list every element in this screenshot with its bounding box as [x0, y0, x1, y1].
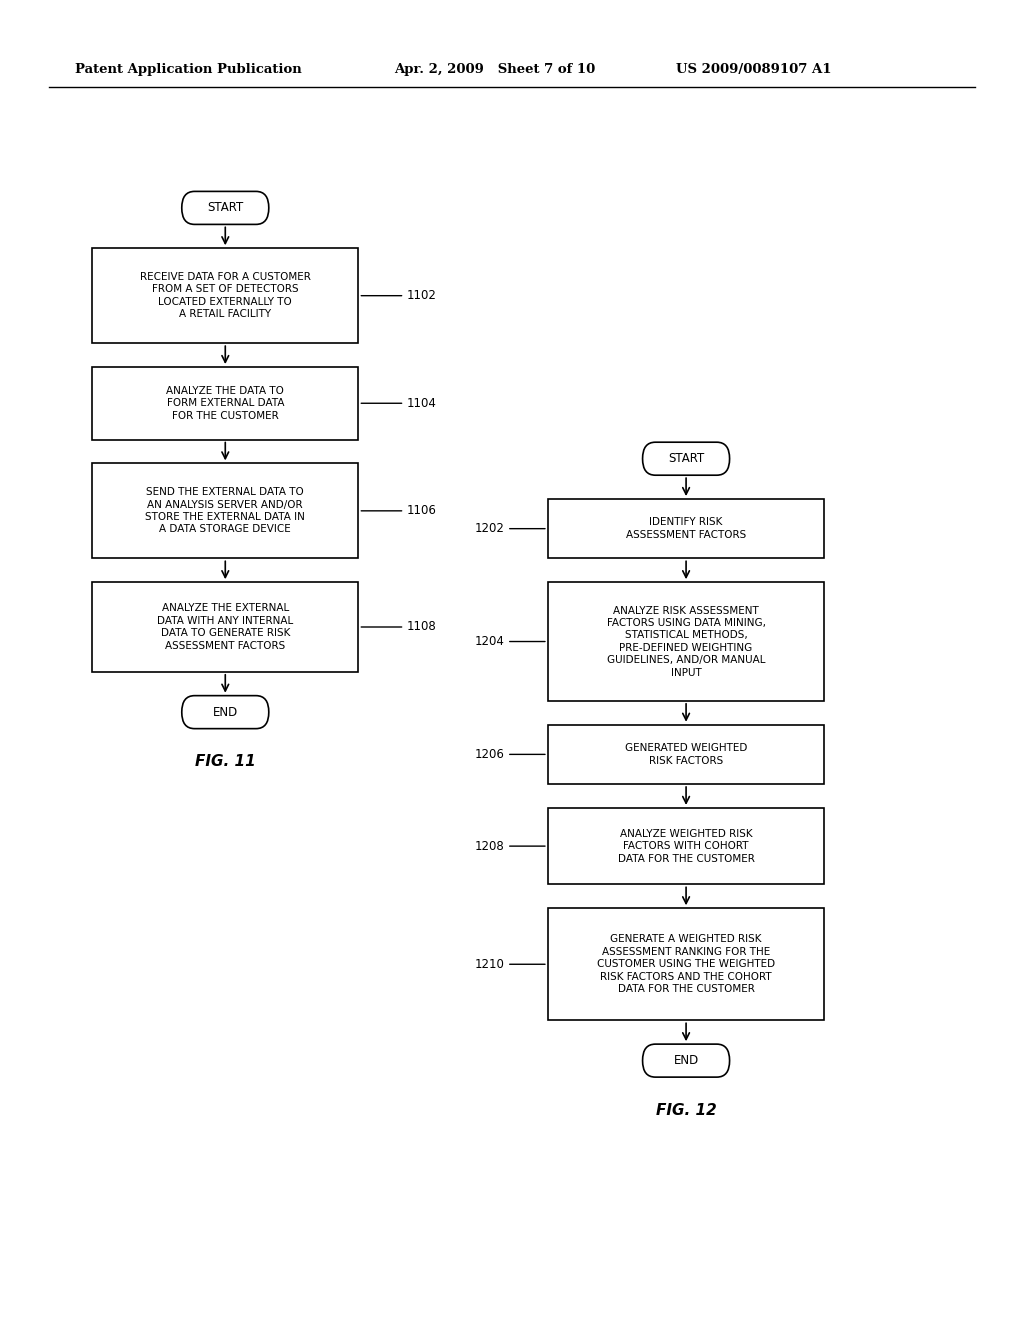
FancyBboxPatch shape	[643, 442, 729, 475]
Text: 1106: 1106	[407, 504, 436, 517]
Text: 1206: 1206	[475, 748, 505, 760]
Text: IDENTIFY RISK
ASSESSMENT FACTORS: IDENTIFY RISK ASSESSMENT FACTORS	[626, 517, 746, 540]
Text: 1108: 1108	[407, 620, 436, 634]
Text: END: END	[674, 1055, 698, 1067]
Text: GENERATED WEIGHTED
RISK FACTORS: GENERATED WEIGHTED RISK FACTORS	[625, 743, 748, 766]
Text: END: END	[213, 706, 238, 718]
Text: ANALYZE RISK ASSESSMENT
FACTORS USING DATA MINING,
STATISTICAL METHODS,
PRE-DEFI: ANALYZE RISK ASSESSMENT FACTORS USING DA…	[606, 606, 766, 677]
Text: FIG. 11: FIG. 11	[195, 754, 256, 770]
Bar	[92, 582, 358, 672]
Text: ANALYZE THE EXTERNAL
DATA WITH ANY INTERNAL
DATA TO GENERATE RISK
ASSESSMENT FAC: ANALYZE THE EXTERNAL DATA WITH ANY INTER…	[157, 603, 294, 651]
Bar	[548, 908, 824, 1020]
Text: ANALYZE THE DATA TO
FORM EXTERNAL DATA
FOR THE CUSTOMER: ANALYZE THE DATA TO FORM EXTERNAL DATA F…	[166, 385, 285, 421]
Text: FIG. 12: FIG. 12	[655, 1102, 717, 1118]
Text: 1210: 1210	[475, 958, 505, 970]
Bar	[548, 582, 824, 701]
FancyBboxPatch shape	[643, 1044, 729, 1077]
Text: RECEIVE DATA FOR A CUSTOMER
FROM A SET OF DETECTORS
LOCATED EXTERNALLY TO
A RETA: RECEIVE DATA FOR A CUSTOMER FROM A SET O…	[140, 272, 310, 319]
Bar	[92, 248, 358, 343]
Bar	[548, 499, 824, 558]
Text: GENERATE A WEIGHTED RISK
ASSESSMENT RANKING FOR THE
CUSTOMER USING THE WEIGHTED
: GENERATE A WEIGHTED RISK ASSESSMENT RANK…	[597, 935, 775, 994]
Bar	[548, 808, 824, 884]
Text: ANALYZE WEIGHTED RISK
FACTORS WITH COHORT
DATA FOR THE CUSTOMER: ANALYZE WEIGHTED RISK FACTORS WITH COHOR…	[617, 829, 755, 863]
FancyBboxPatch shape	[182, 191, 268, 224]
Text: US 2009/0089107 A1: US 2009/0089107 A1	[676, 63, 831, 77]
Text: 1204: 1204	[475, 635, 505, 648]
Bar	[548, 725, 824, 784]
Bar	[92, 367, 358, 440]
Text: START: START	[207, 202, 244, 214]
Text: 1104: 1104	[407, 397, 436, 409]
Text: 1102: 1102	[407, 289, 436, 302]
Text: 1208: 1208	[475, 840, 505, 853]
Text: 1202: 1202	[475, 523, 505, 535]
Bar	[92, 463, 358, 558]
Text: Apr. 2, 2009   Sheet 7 of 10: Apr. 2, 2009 Sheet 7 of 10	[394, 63, 596, 77]
FancyBboxPatch shape	[182, 696, 268, 729]
Text: Patent Application Publication: Patent Application Publication	[75, 63, 301, 77]
Text: SEND THE EXTERNAL DATA TO
AN ANALYSIS SERVER AND/OR
STORE THE EXTERNAL DATA IN
A: SEND THE EXTERNAL DATA TO AN ANALYSIS SE…	[145, 487, 305, 535]
Text: START: START	[668, 453, 705, 465]
